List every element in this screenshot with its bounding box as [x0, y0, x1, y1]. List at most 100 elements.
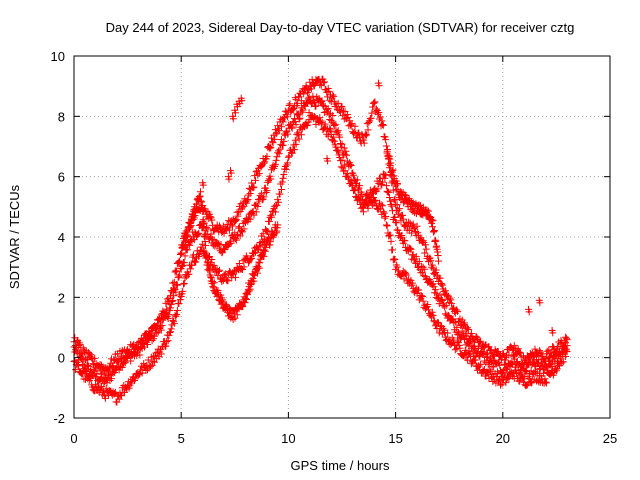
data-point: [558, 339, 566, 347]
data-point: [381, 214, 389, 222]
data-point: [246, 255, 254, 263]
data-point: [170, 319, 178, 327]
data-point: [203, 258, 211, 266]
data-point: [79, 366, 87, 374]
data-point: [232, 235, 240, 243]
data-point: [279, 174, 287, 182]
data-point: [471, 356, 479, 364]
data-point: [269, 139, 277, 147]
data-point: [318, 118, 326, 126]
data-point: [244, 196, 252, 204]
data-point: [383, 145, 391, 153]
data-point: [219, 296, 227, 304]
data-point: [227, 239, 235, 247]
data-point: [273, 201, 281, 209]
data-point: [246, 215, 254, 223]
data-point: [368, 109, 376, 117]
data-point: [242, 295, 250, 303]
data-point: [180, 259, 188, 267]
data-point: [225, 175, 233, 183]
data-point: [164, 337, 172, 345]
data-point: [470, 352, 478, 360]
data-point: [98, 370, 106, 378]
data-point: [118, 363, 126, 371]
data-point: [362, 130, 370, 138]
data-point: [464, 326, 472, 334]
data-point: [165, 311, 173, 319]
data-point: [359, 136, 367, 144]
data-point: [379, 121, 387, 129]
data-point: [334, 99, 342, 107]
data-point: [391, 213, 399, 221]
data-point: [438, 281, 446, 289]
data-point: [377, 201, 385, 209]
data-point: [192, 258, 200, 266]
data-point: [522, 368, 530, 376]
data-point: [274, 147, 282, 155]
data-point: [460, 321, 468, 329]
data-point: [420, 272, 428, 280]
data-point: [254, 202, 262, 210]
data-point: [379, 202, 387, 210]
data-point: [340, 144, 348, 152]
data-point: [431, 286, 439, 294]
data-point: [108, 362, 116, 370]
data-point: [89, 386, 97, 394]
data-point: [182, 237, 190, 245]
data-points: [70, 75, 571, 406]
data-point: [336, 133, 344, 141]
data-point: [479, 367, 487, 375]
data-point: [157, 350, 165, 358]
data-point: [401, 237, 409, 245]
data-point: [259, 230, 267, 238]
data-point: [105, 363, 113, 371]
data-point: [92, 373, 100, 381]
data-point: [250, 183, 258, 191]
data-point: [238, 97, 246, 105]
data-point: [476, 339, 484, 347]
data-point: [215, 266, 223, 274]
data-point: [390, 255, 398, 263]
data-point: [527, 379, 535, 387]
data-point: [224, 277, 232, 285]
data-point: [514, 369, 522, 377]
data-point: [418, 262, 426, 270]
data-point: [249, 184, 257, 192]
data-point: [418, 292, 426, 300]
y-tick-label: 2: [58, 290, 65, 305]
data-point: [415, 286, 423, 294]
data-point: [74, 361, 82, 369]
data-point: [446, 294, 454, 302]
data-point: [108, 375, 116, 383]
data-point: [522, 382, 530, 390]
data-point: [379, 120, 387, 128]
data-point: [389, 186, 397, 194]
data-point: [257, 242, 265, 250]
data-point: [485, 343, 493, 351]
data-point: [184, 232, 192, 240]
data-point: [521, 356, 529, 364]
data-point: [221, 246, 229, 254]
data-point: [347, 161, 355, 169]
data-point: [238, 203, 246, 211]
data-point: [231, 217, 239, 225]
data-point: [548, 349, 556, 357]
data-point: [160, 310, 168, 318]
data-point: [280, 170, 288, 178]
data-point: [496, 361, 504, 369]
data-point: [429, 223, 437, 231]
data-point: [529, 353, 537, 361]
data-point: [361, 132, 369, 140]
data-point: [215, 267, 223, 275]
data-point: [111, 388, 119, 396]
data-point: [443, 291, 451, 299]
data-point: [153, 323, 161, 331]
data-point: [397, 233, 405, 241]
data-point: [494, 348, 502, 356]
data-point: [75, 362, 83, 370]
data-point: [347, 178, 355, 186]
data-point: [217, 240, 225, 248]
data-point: [164, 314, 172, 322]
data-point: [560, 343, 568, 351]
data-point: [166, 304, 174, 312]
